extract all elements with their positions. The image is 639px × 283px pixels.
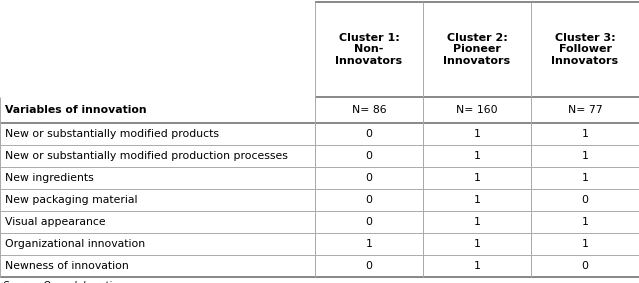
Text: 0: 0 (366, 151, 373, 161)
Text: 1: 1 (581, 173, 589, 183)
Text: Cluster 2:
Pioneer
Innovators: Cluster 2: Pioneer Innovators (443, 33, 511, 66)
Text: Visual appearance: Visual appearance (5, 217, 105, 227)
Text: Cluster 1:
Non-
Innovators: Cluster 1: Non- Innovators (335, 33, 403, 66)
Text: Newness of innovation: Newness of innovation (5, 261, 128, 271)
Text: N= 160: N= 160 (456, 105, 498, 115)
Text: 0: 0 (366, 173, 373, 183)
Text: 1: 1 (473, 129, 481, 139)
Text: 0: 0 (581, 195, 589, 205)
Text: Organizational innovation: Organizational innovation (5, 239, 145, 249)
Text: 1: 1 (473, 217, 481, 227)
Text: 1: 1 (366, 239, 373, 249)
Text: 0: 0 (366, 129, 373, 139)
Text: 1: 1 (581, 151, 589, 161)
Text: 1: 1 (473, 195, 481, 205)
Text: New packaging material: New packaging material (5, 195, 137, 205)
Text: 0: 0 (366, 261, 373, 271)
Text: 1: 1 (473, 261, 481, 271)
Text: 0: 0 (366, 217, 373, 227)
Text: 0: 0 (366, 195, 373, 205)
Text: N= 77: N= 77 (567, 105, 603, 115)
Text: New ingredients: New ingredients (5, 173, 94, 183)
Text: 1: 1 (581, 217, 589, 227)
Text: Variables of innovation: Variables of innovation (5, 105, 146, 115)
Text: 1: 1 (581, 239, 589, 249)
Text: N= 86: N= 86 (351, 105, 387, 115)
Text: 1: 1 (473, 239, 481, 249)
Text: Source: Own elaboration: Source: Own elaboration (3, 281, 124, 283)
Text: 1: 1 (473, 173, 481, 183)
Text: 0: 0 (581, 261, 589, 271)
Text: New or substantially modified production processes: New or substantially modified production… (5, 151, 288, 161)
Text: New or substantially modified products: New or substantially modified products (5, 129, 219, 139)
Text: 1: 1 (473, 151, 481, 161)
Text: 1: 1 (581, 129, 589, 139)
Text: Cluster 3:
Follower
Innovators: Cluster 3: Follower Innovators (551, 33, 619, 66)
